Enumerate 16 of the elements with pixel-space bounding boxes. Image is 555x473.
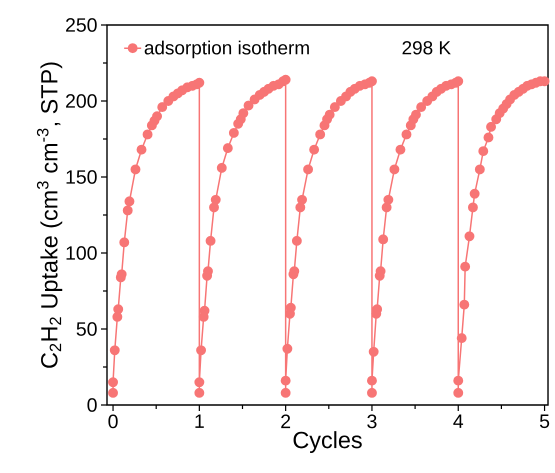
x-tick-label: 1 <box>195 414 204 428</box>
legend-label: adsorption isotherm <box>144 40 309 58</box>
annotation: 298 K <box>402 41 451 54</box>
y-tick-label: 0 <box>87 398 97 412</box>
x-tick-label: 0 <box>108 414 118 428</box>
x-axis-title: Cycles <box>294 431 362 453</box>
y-tick-label: 250 <box>66 18 97 32</box>
x-tick-label: 2 <box>281 414 290 428</box>
x-tick-label: 3 <box>367 414 376 428</box>
x-tick-label: 5 <box>540 414 550 428</box>
y-tick-label: 50 <box>76 322 97 336</box>
x-tick-label: 4 <box>453 414 464 428</box>
y-tick-label: 100 <box>66 246 97 260</box>
y-tick-label: 150 <box>66 170 97 184</box>
y-tick-label: 200 <box>66 94 97 108</box>
text: C$_{2}$H$_{2}$ Uptake (cm$^{3}$ cm$^{-3}$, STP) <box>36 62 62 368</box>
